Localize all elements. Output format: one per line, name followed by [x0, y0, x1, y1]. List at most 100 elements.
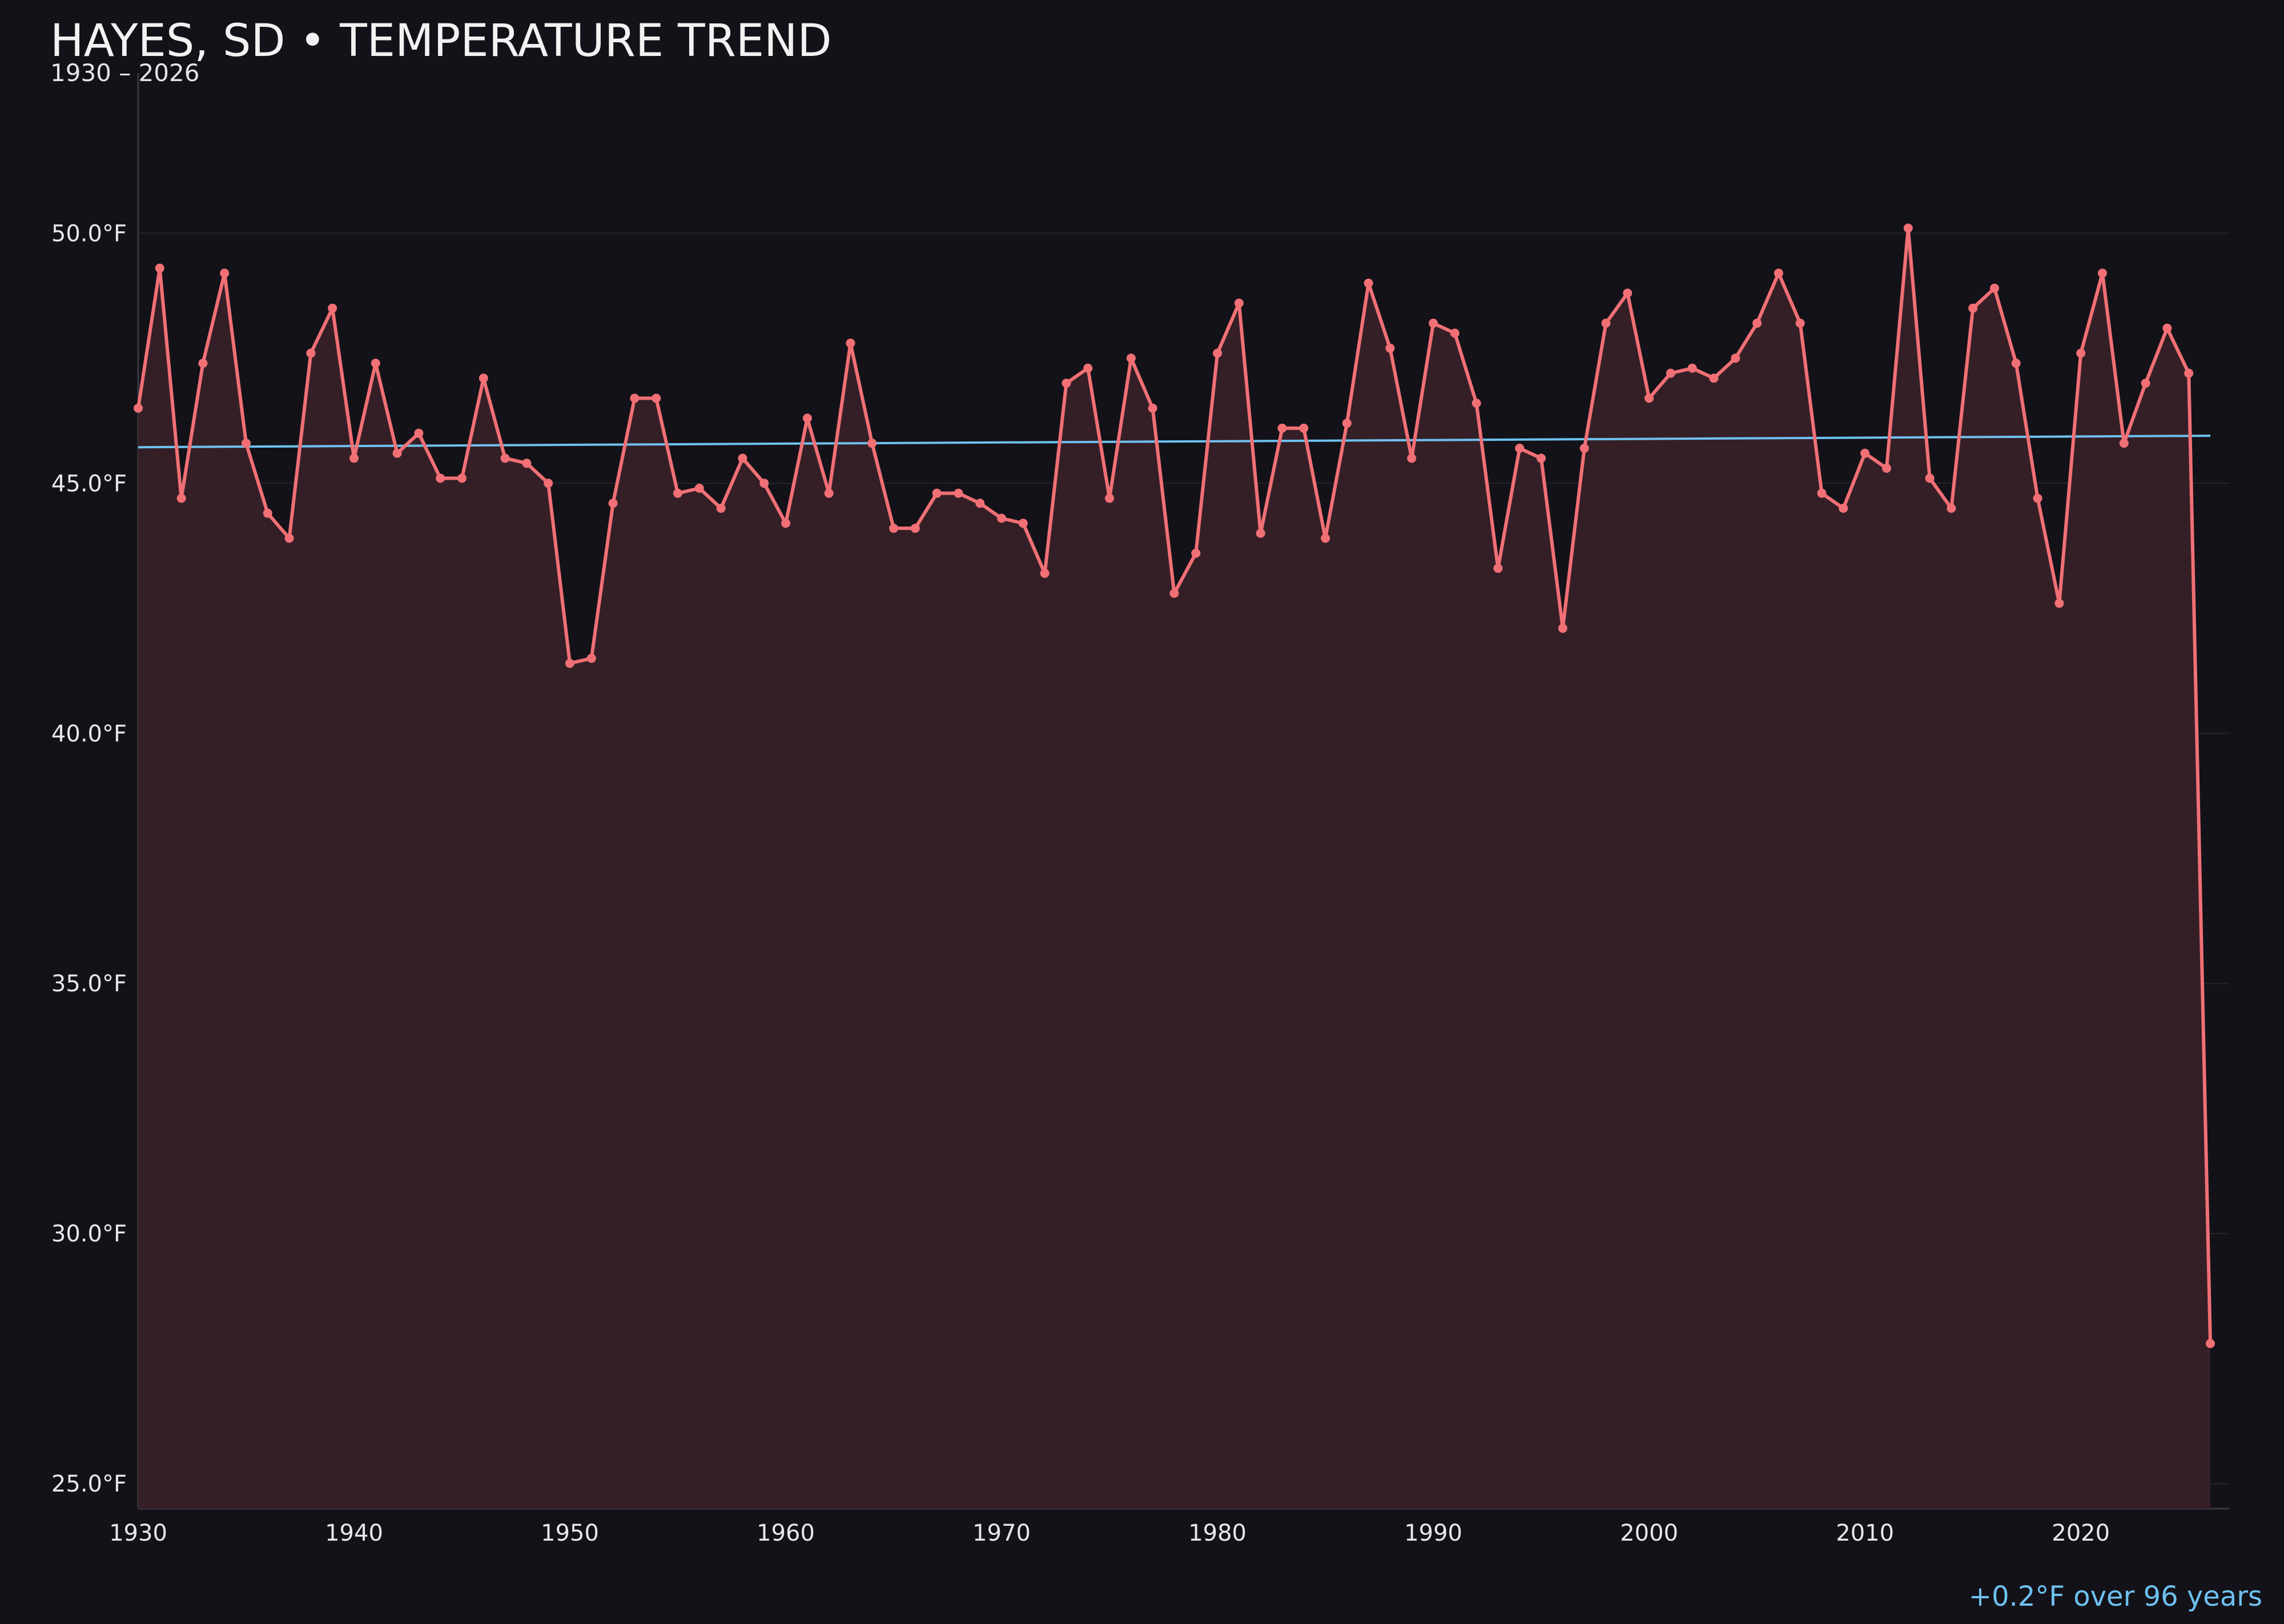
data-point: [2141, 379, 2150, 388]
x-tick-label: 2010: [1836, 1520, 1894, 1546]
data-point: [954, 488, 963, 498]
data-point: [889, 524, 899, 533]
data-point: [1407, 453, 1417, 463]
data-point: [1623, 288, 1632, 298]
data-point: [1342, 419, 1352, 428]
data-point: [1903, 223, 1913, 233]
data-point: [1105, 493, 1115, 503]
x-tick-label: 1970: [972, 1520, 1031, 1546]
x-tick-label: 1960: [757, 1520, 815, 1546]
data-point: [1083, 363, 1093, 373]
data-point: [565, 658, 574, 668]
data-point: [1191, 548, 1201, 558]
x-tick-label: 1990: [1404, 1520, 1462, 1546]
data-point: [997, 513, 1007, 523]
data-point: [824, 488, 834, 498]
data-point: [673, 488, 682, 498]
y-tick-label: 50.0°F: [51, 220, 127, 247]
data-point: [1644, 393, 1654, 403]
data-point: [1256, 528, 1265, 538]
data-point: [2011, 359, 2021, 368]
data-point: [2076, 348, 2086, 358]
data-point: [1213, 348, 1223, 358]
data-point: [457, 473, 467, 483]
x-tick-label: 1940: [325, 1520, 383, 1546]
data-point: [867, 439, 877, 448]
data-point: [1040, 569, 1049, 578]
data-point: [544, 479, 553, 488]
data-point: [1687, 363, 1697, 373]
data-point: [1148, 403, 1157, 413]
data-point: [284, 533, 294, 543]
data-point: [198, 359, 208, 368]
data-point: [1061, 379, 1071, 388]
data-point: [2054, 598, 2064, 608]
data-point: [932, 488, 942, 498]
data-point: [608, 499, 618, 508]
chart-title: HAYES, SD • TEMPERATURE TREND: [50, 15, 832, 67]
data-point: [1839, 504, 1848, 513]
data-point: [1731, 353, 1740, 363]
data-point: [802, 413, 812, 423]
data-point: [2119, 439, 2129, 448]
data-point: [1450, 328, 1459, 338]
chart-subtitle: 1930 – 2026: [50, 59, 199, 87]
data-point: [1471, 399, 1481, 408]
data-point: [1774, 268, 1783, 278]
data-point: [1299, 423, 1309, 433]
data-point: [1385, 343, 1395, 353]
data-point: [781, 518, 791, 528]
x-tick-label: 1980: [1188, 1520, 1246, 1546]
data-point: [1601, 319, 1611, 328]
data-point: [1968, 303, 1978, 313]
data-point: [716, 504, 726, 513]
x-tick-label: 1950: [541, 1520, 599, 1546]
data-point: [220, 268, 230, 278]
data-point: [846, 339, 855, 348]
data-point: [2184, 368, 2194, 378]
data-point: [1860, 448, 1870, 458]
y-tick-label: 25.0°F: [51, 1471, 127, 1497]
data-point: [1364, 278, 1373, 288]
data-point: [2098, 268, 2107, 278]
data-point: [1493, 564, 1503, 573]
data-points: [134, 223, 2215, 1348]
data-point: [1169, 589, 1179, 598]
data-point: [586, 653, 596, 663]
data-point: [1947, 504, 1956, 513]
data-point: [1579, 444, 1589, 453]
data-point: [1558, 624, 1567, 633]
data-point: [694, 484, 704, 493]
data-point: [2206, 1338, 2215, 1348]
data-point: [630, 393, 640, 403]
data-point: [1018, 518, 1028, 528]
data-point: [1752, 319, 1762, 328]
trend-line: [138, 435, 2211, 449]
data-point: [2162, 323, 2172, 333]
data-point: [1515, 444, 1525, 453]
data-point: [176, 493, 186, 503]
data-point: [975, 499, 985, 508]
y-tick-label: 40.0°F: [51, 721, 127, 747]
x-tick-label: 2020: [2052, 1520, 2110, 1546]
data-point: [1429, 319, 1438, 328]
data-point: [263, 508, 272, 518]
data-point: [1666, 368, 1675, 378]
data-point: [414, 428, 424, 438]
data-point: [306, 348, 316, 358]
data-point: [1925, 473, 1935, 483]
x-tick-label: 2000: [1620, 1520, 1678, 1546]
data-point: [436, 473, 445, 483]
data-point: [134, 403, 143, 413]
data-point: [392, 448, 402, 458]
data-point: [242, 439, 251, 448]
data-point: [1537, 453, 1546, 463]
y-tick-labels: 25.0°F 30.0°F 35.0°F 40.0°F 45.0°F 50.0°F: [51, 220, 127, 1497]
data-point: [1277, 423, 1287, 433]
data-point: [155, 263, 164, 273]
temperature-area: [138, 228, 2210, 1509]
data-point: [1234, 298, 1244, 308]
y-tick-label: 45.0°F: [51, 471, 127, 497]
data-point: [1321, 533, 1330, 543]
